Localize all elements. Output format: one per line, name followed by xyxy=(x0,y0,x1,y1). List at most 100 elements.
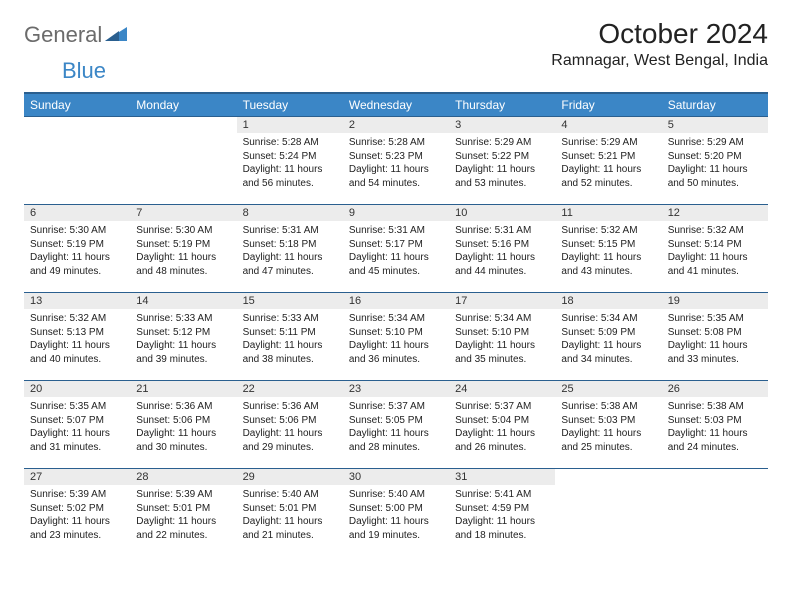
calendar-cell: 19Sunrise: 5:35 AMSunset: 5:08 PMDayligh… xyxy=(662,293,768,381)
day-number: 4 xyxy=(555,117,661,133)
weekday-header-row: SundayMondayTuesdayWednesdayThursdayFrid… xyxy=(24,93,768,117)
day-details: Sunrise: 5:40 AMSunset: 5:01 PMDaylight:… xyxy=(237,485,343,546)
calendar-cell: 20Sunrise: 5:35 AMSunset: 5:07 PMDayligh… xyxy=(24,381,130,469)
day-number: 26 xyxy=(662,381,768,397)
day-details: Sunrise: 5:34 AMSunset: 5:10 PMDaylight:… xyxy=(449,309,555,370)
calendar-cell: 10Sunrise: 5:31 AMSunset: 5:16 PMDayligh… xyxy=(449,205,555,293)
day-details: Sunrise: 5:40 AMSunset: 5:00 PMDaylight:… xyxy=(343,485,449,546)
day-details: Sunrise: 5:37 AMSunset: 5:04 PMDaylight:… xyxy=(449,397,555,458)
weekday-header: Friday xyxy=(555,93,661,117)
location: Ramnagar, West Bengal, India xyxy=(551,52,768,70)
day-number: 31 xyxy=(449,469,555,485)
day-number: 16 xyxy=(343,293,449,309)
day-number: 24 xyxy=(449,381,555,397)
calendar-cell: 1Sunrise: 5:28 AMSunset: 5:24 PMDaylight… xyxy=(237,117,343,205)
calendar-cell: 9Sunrise: 5:31 AMSunset: 5:17 PMDaylight… xyxy=(343,205,449,293)
calendar-table: SundayMondayTuesdayWednesdayThursdayFrid… xyxy=(24,92,768,557)
calendar-cell: 22Sunrise: 5:36 AMSunset: 5:06 PMDayligh… xyxy=(237,381,343,469)
calendar-cell: 13Sunrise: 5:32 AMSunset: 5:13 PMDayligh… xyxy=(24,293,130,381)
calendar-cell: 25Sunrise: 5:38 AMSunset: 5:03 PMDayligh… xyxy=(555,381,661,469)
day-number: 10 xyxy=(449,205,555,221)
calendar-cell: 29Sunrise: 5:40 AMSunset: 5:01 PMDayligh… xyxy=(237,469,343,557)
day-details: Sunrise: 5:38 AMSunset: 5:03 PMDaylight:… xyxy=(555,397,661,458)
calendar-cell xyxy=(555,469,661,557)
calendar-cell: 27Sunrise: 5:39 AMSunset: 5:02 PMDayligh… xyxy=(24,469,130,557)
weekday-header: Wednesday xyxy=(343,93,449,117)
calendar-cell: 5Sunrise: 5:29 AMSunset: 5:20 PMDaylight… xyxy=(662,117,768,205)
title-area: October 2024 Ramnagar, West Bengal, Indi… xyxy=(551,18,768,70)
day-details: Sunrise: 5:32 AMSunset: 5:13 PMDaylight:… xyxy=(24,309,130,370)
weekday-header: Thursday xyxy=(449,93,555,117)
calendar-cell: 14Sunrise: 5:33 AMSunset: 5:12 PMDayligh… xyxy=(130,293,236,381)
day-details: Sunrise: 5:28 AMSunset: 5:23 PMDaylight:… xyxy=(343,133,449,194)
calendar-cell xyxy=(24,117,130,205)
calendar-cell xyxy=(662,469,768,557)
weekday-header: Saturday xyxy=(662,93,768,117)
calendar-cell: 21Sunrise: 5:36 AMSunset: 5:06 PMDayligh… xyxy=(130,381,236,469)
day-number: 1 xyxy=(237,117,343,133)
day-details: Sunrise: 5:34 AMSunset: 5:09 PMDaylight:… xyxy=(555,309,661,370)
calendar-cell: 30Sunrise: 5:40 AMSunset: 5:00 PMDayligh… xyxy=(343,469,449,557)
calendar-cell: 4Sunrise: 5:29 AMSunset: 5:21 PMDaylight… xyxy=(555,117,661,205)
day-details: Sunrise: 5:32 AMSunset: 5:15 PMDaylight:… xyxy=(555,221,661,282)
calendar-cell: 18Sunrise: 5:34 AMSunset: 5:09 PMDayligh… xyxy=(555,293,661,381)
logo-text-general: General xyxy=(24,22,102,48)
calendar-cell: 24Sunrise: 5:37 AMSunset: 5:04 PMDayligh… xyxy=(449,381,555,469)
calendar-cell: 2Sunrise: 5:28 AMSunset: 5:23 PMDaylight… xyxy=(343,117,449,205)
calendar-cell: 11Sunrise: 5:32 AMSunset: 5:15 PMDayligh… xyxy=(555,205,661,293)
day-number: 12 xyxy=(662,205,768,221)
calendar-cell: 26Sunrise: 5:38 AMSunset: 5:03 PMDayligh… xyxy=(662,381,768,469)
day-number: 21 xyxy=(130,381,236,397)
day-details: Sunrise: 5:31 AMSunset: 5:18 PMDaylight:… xyxy=(237,221,343,282)
day-number: 3 xyxy=(449,117,555,133)
day-number: 17 xyxy=(449,293,555,309)
day-number: 8 xyxy=(237,205,343,221)
calendar-row: 13Sunrise: 5:32 AMSunset: 5:13 PMDayligh… xyxy=(24,293,768,381)
logo-triangle-icon xyxy=(105,25,127,46)
day-number: 13 xyxy=(24,293,130,309)
day-number: 6 xyxy=(24,205,130,221)
weekday-header: Sunday xyxy=(24,93,130,117)
calendar-cell: 17Sunrise: 5:34 AMSunset: 5:10 PMDayligh… xyxy=(449,293,555,381)
calendar-cell: 23Sunrise: 5:37 AMSunset: 5:05 PMDayligh… xyxy=(343,381,449,469)
day-details: Sunrise: 5:33 AMSunset: 5:11 PMDaylight:… xyxy=(237,309,343,370)
day-details: Sunrise: 5:29 AMSunset: 5:20 PMDaylight:… xyxy=(662,133,768,194)
day-number: 11 xyxy=(555,205,661,221)
day-number: 30 xyxy=(343,469,449,485)
day-number: 29 xyxy=(237,469,343,485)
day-number: 25 xyxy=(555,381,661,397)
day-details: Sunrise: 5:29 AMSunset: 5:21 PMDaylight:… xyxy=(555,133,661,194)
weekday-header: Monday xyxy=(130,93,236,117)
day-details: Sunrise: 5:39 AMSunset: 5:01 PMDaylight:… xyxy=(130,485,236,546)
day-number: 2 xyxy=(343,117,449,133)
day-details: Sunrise: 5:28 AMSunset: 5:24 PMDaylight:… xyxy=(237,133,343,194)
day-number: 23 xyxy=(343,381,449,397)
calendar-cell: 28Sunrise: 5:39 AMSunset: 5:01 PMDayligh… xyxy=(130,469,236,557)
day-number: 7 xyxy=(130,205,236,221)
day-details: Sunrise: 5:37 AMSunset: 5:05 PMDaylight:… xyxy=(343,397,449,458)
day-number: 9 xyxy=(343,205,449,221)
calendar-cell: 7Sunrise: 5:30 AMSunset: 5:19 PMDaylight… xyxy=(130,205,236,293)
day-details: Sunrise: 5:36 AMSunset: 5:06 PMDaylight:… xyxy=(130,397,236,458)
calendar-row: 27Sunrise: 5:39 AMSunset: 5:02 PMDayligh… xyxy=(24,469,768,557)
day-details: Sunrise: 5:35 AMSunset: 5:07 PMDaylight:… xyxy=(24,397,130,458)
calendar-row: 1Sunrise: 5:28 AMSunset: 5:24 PMDaylight… xyxy=(24,117,768,205)
calendar-cell: 3Sunrise: 5:29 AMSunset: 5:22 PMDaylight… xyxy=(449,117,555,205)
calendar-body: 1Sunrise: 5:28 AMSunset: 5:24 PMDaylight… xyxy=(24,117,768,557)
day-details: Sunrise: 5:30 AMSunset: 5:19 PMDaylight:… xyxy=(24,221,130,282)
day-details: Sunrise: 5:35 AMSunset: 5:08 PMDaylight:… xyxy=(662,309,768,370)
day-number: 18 xyxy=(555,293,661,309)
calendar-cell xyxy=(130,117,236,205)
calendar-cell: 16Sunrise: 5:34 AMSunset: 5:10 PMDayligh… xyxy=(343,293,449,381)
calendar-row: 6Sunrise: 5:30 AMSunset: 5:19 PMDaylight… xyxy=(24,205,768,293)
day-number: 28 xyxy=(130,469,236,485)
day-number: 22 xyxy=(237,381,343,397)
logo-text-blue: Blue xyxy=(62,58,106,84)
logo: General xyxy=(24,22,127,48)
day-number: 14 xyxy=(130,293,236,309)
day-details: Sunrise: 5:34 AMSunset: 5:10 PMDaylight:… xyxy=(343,309,449,370)
calendar-cell: 15Sunrise: 5:33 AMSunset: 5:11 PMDayligh… xyxy=(237,293,343,381)
day-details: Sunrise: 5:32 AMSunset: 5:14 PMDaylight:… xyxy=(662,221,768,282)
day-details: Sunrise: 5:39 AMSunset: 5:02 PMDaylight:… xyxy=(24,485,130,546)
day-number: 15 xyxy=(237,293,343,309)
